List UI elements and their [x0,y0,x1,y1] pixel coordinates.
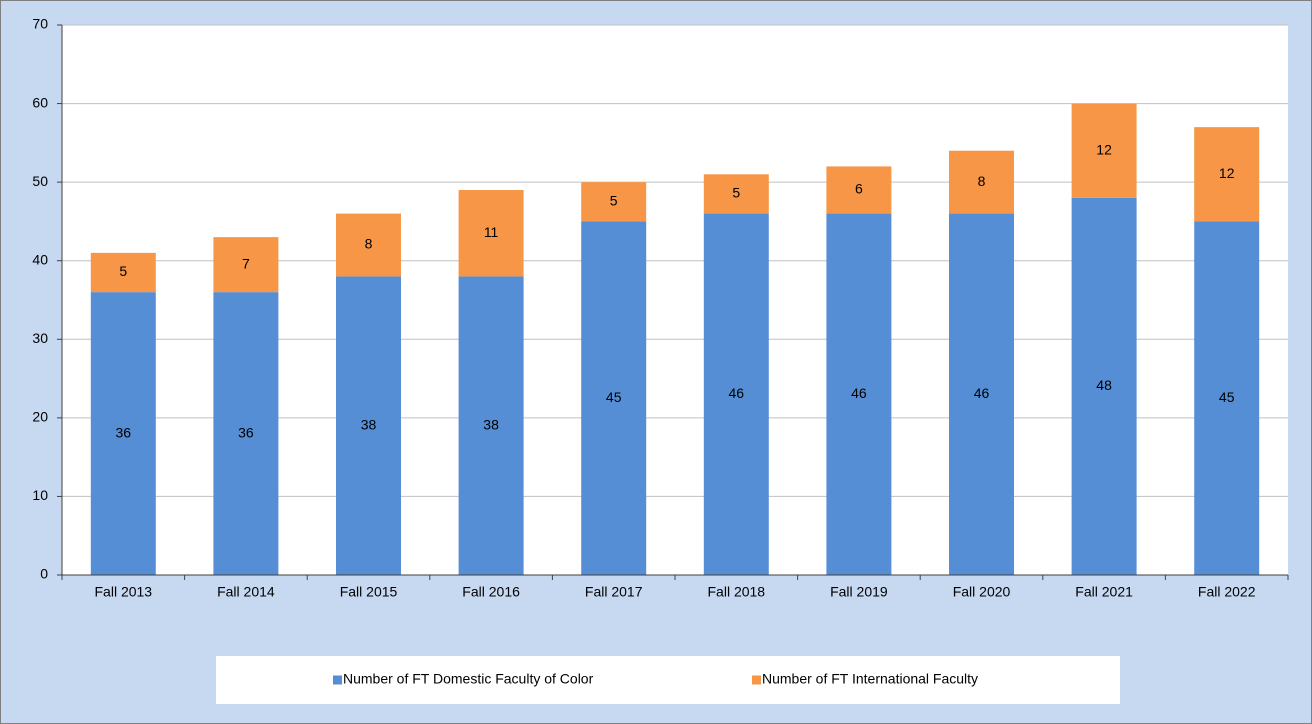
bar-segment [90,252,156,293]
data-label: 6 [855,181,863,197]
y-tick-label: 30 [32,330,48,346]
bar-segment [1194,127,1260,222]
x-tick-label: Fall 2017 [585,584,643,600]
x-tick-label: Fall 2021 [1075,584,1133,600]
data-label: 45 [606,389,622,405]
bar-segment [826,213,892,576]
bar-segment [336,213,401,277]
bar-segment [826,166,892,214]
x-tick-label: Fall 2016 [462,584,520,600]
x-tick-label: Fall 2019 [830,584,888,600]
data-label: 5 [732,185,740,201]
legend-label: Number of FT Domestic Faculty of Color [343,671,594,687]
data-label: 8 [365,236,373,252]
data-label: 36 [238,424,254,440]
legend-label: Number of FT International Faculty [762,671,978,687]
axes: 0 10 20 30 40 50 60 70 Fall 2013 Fall 2014 Fall 20… [32,16,1289,600]
y-tick-label: 10 [32,487,48,503]
bar-segment [458,276,524,575]
bar-segment [458,190,524,277]
data-label: 46 [729,385,745,401]
data-label: 36 [116,424,132,440]
x-tick-label: Fall 2018 [708,584,766,600]
bar-segment [581,221,647,575]
data-label: 5 [119,263,127,279]
x-tick-label: Fall 2013 [95,584,153,600]
bar-segment [949,213,1014,576]
x-tick-label: Fall 2020 [953,584,1011,600]
bar-segment [213,237,279,293]
data-label: 12 [1219,165,1235,181]
data-label: 38 [483,416,499,432]
data-label: 11 [484,224,499,240]
bar-segment [1194,221,1260,575]
data-label: 12 [1096,141,1112,157]
data-label: 7 [242,255,250,271]
bar-segment [1071,197,1137,575]
y-tick-label: 20 [32,409,48,425]
data-label: 8 [978,173,986,189]
data-label: 38 [361,416,377,432]
legend-swatch [333,675,342,685]
bar-segment [336,276,401,575]
x-tick-label: Fall 2022 [1198,584,1256,600]
y-tick-label: 50 [32,173,48,189]
data-label: 5 [610,192,618,208]
bar-segment [1071,103,1137,198]
data-label: 48 [1096,377,1112,393]
bar-segment [213,292,279,575]
data-label: 46 [974,385,990,401]
x-tick-label: Fall 2015 [340,584,398,600]
legend-swatch [752,675,761,685]
y-tick-label: 60 [32,94,48,110]
data-label: 46 [851,385,867,401]
y-tick-label: 0 [40,566,48,582]
y-tick-label: 70 [32,16,48,32]
bars: 36 5 36 7 38 8 38 11 45 5 46 5 46 6 46 8 48 12 45 12 [90,103,1260,576]
bar-segment [949,150,1014,214]
bar-segment [703,213,769,576]
bar-segment [90,292,156,575]
x-tick-label: Fall 2014 [217,584,275,600]
y-tick-label: 40 [32,251,48,267]
data-label: 45 [1219,389,1235,405]
legend-box [216,656,1120,704]
bar-segment [581,182,647,222]
bar-segment [703,174,769,214]
